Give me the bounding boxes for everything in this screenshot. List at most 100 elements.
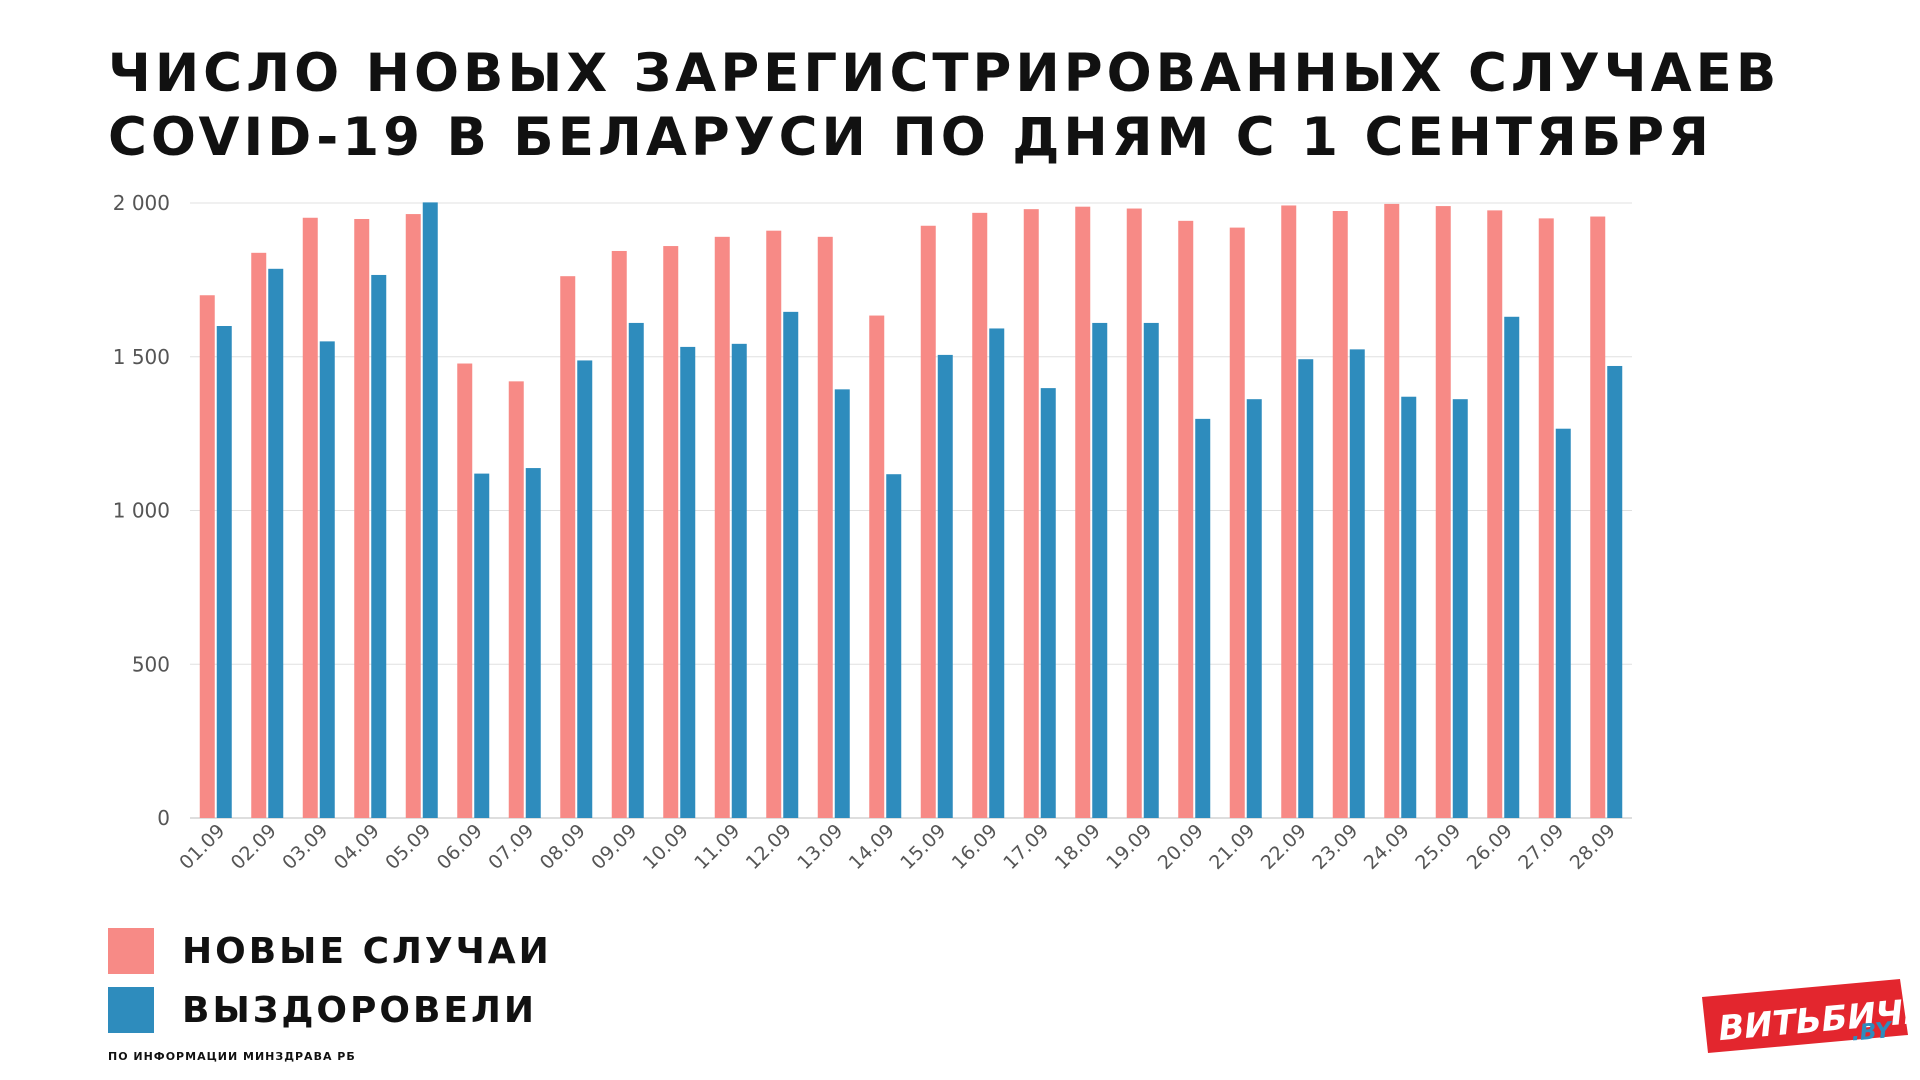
y-axis-tick-labels: 0 500 1 000 1 500 2 000 [113,191,170,830]
x-tick-label-27-09: 27.09 [1514,820,1568,874]
bar-new-cases-06-09 [457,363,473,818]
bar-new-cases-07-09 [508,381,524,818]
bar-recovered-21-09 [1246,399,1262,818]
chart-title-line-2: COVID-19 В БЕЛАРУСИ ПО ДНЯМ С 1 СЕНТЯБРЯ [108,107,1713,168]
bar-new-cases-20-09 [1178,220,1194,818]
x-tick-label-17-09: 17.09 [999,820,1053,874]
logo-background [1702,979,1908,1053]
bar-recovered-11-09 [731,343,747,818]
source-note: ПО ИНФОРМАЦИИ МИНЗДРАВА РБ [108,1050,356,1063]
bar-recovered-20-09 [1195,418,1211,818]
bar-new-cases-27-09 [1538,218,1554,818]
legend-swatch-new-cases [108,928,154,974]
bar-new-cases-01-09 [199,295,215,818]
bar-recovered-25-09 [1452,399,1468,818]
bars [199,202,1623,819]
x-tick-label-07-09: 07.09 [484,820,538,874]
x-tick-label-26-09: 26.09 [1463,820,1517,874]
chart-title-line-1: ЧИСЛО НОВЫХ ЗАРЕГИСТРИРОВАННЫХ СЛУЧАЕВ [108,43,1781,104]
bar-new-cases-15-09 [920,225,936,818]
bar-new-cases-12-09 [766,230,782,819]
y-tick-label-1500: 1 500 [113,345,170,369]
vitbichi-logo[interactable]: ВИТЬБИЧИ .BY [1700,975,1912,1055]
bar-recovered-10-09 [680,346,696,818]
bar-recovered-28-09 [1607,365,1623,818]
bar-recovered-01-09 [216,326,232,818]
bar-new-cases-23-09 [1332,210,1348,818]
bar-new-cases-02-09 [251,252,267,818]
bar-new-cases-16-09 [972,212,988,819]
bar-recovered-05-09 [422,202,438,818]
legend-item-new-cases: НОВЫЕ СЛУЧАИ [108,928,552,974]
bar-recovered-23-09 [1349,349,1365,818]
bar-recovered-16-09 [989,328,1005,818]
legend: НОВЫЕ СЛУЧАИ ВЫЗДОРОВЕЛИ [108,928,552,1046]
x-tick-label-16-09: 16.09 [948,820,1002,874]
bar-recovered-03-09 [319,341,335,818]
legend-item-recovered: ВЫЗДОРОВЕЛИ [108,987,552,1033]
bar-recovered-04-09 [371,274,387,819]
legend-swatch-recovered [108,987,154,1033]
bar-new-cases-03-09 [302,217,318,818]
bar-recovered-22-09 [1298,359,1314,818]
x-tick-label-10-09: 10.09 [639,820,693,874]
bar-recovered-17-09 [1040,388,1056,818]
bar-recovered-18-09 [1092,322,1108,818]
x-tick-label-24-09: 24.09 [1360,820,1414,874]
bar-recovered-24-09 [1401,396,1417,818]
bar-new-cases-18-09 [1075,206,1091,818]
bar-new-cases-08-09 [560,276,576,818]
bar-new-cases-10-09 [663,246,679,819]
x-tick-label-12-09: 12.09 [742,820,796,874]
bar-recovered-12-09 [783,311,799,818]
x-tick-label-15-09: 15.09 [896,820,950,874]
x-tick-label-21-09: 21.09 [1205,820,1259,874]
legend-label-recovered: ВЫЗДОРОВЕЛИ [182,989,538,1031]
x-tick-label-18-09: 18.09 [1051,820,1105,874]
x-tick-label-04-09: 04.09 [330,820,384,874]
x-tick-label-09-09: 09.09 [587,820,641,874]
y-tick-label-1000: 1 000 [113,499,170,523]
bar-new-cases-04-09 [354,218,370,819]
x-tick-label-01-09: 01.09 [175,820,229,874]
x-tick-label-20-09: 20.09 [1154,820,1208,874]
y-tick-label-0: 0 [157,806,170,830]
bar-recovered-26-09 [1504,316,1520,818]
logo-suffix: .BY [1850,1018,1894,1047]
bar-chart: 0 500 1 000 1 500 2 000 01.0902.0903.0904.09… [113,191,1632,874]
bar-new-cases-13-09 [817,236,833,818]
x-tick-label-11-09: 11.09 [690,820,744,874]
x-tick-label-05-09: 05.09 [381,820,435,874]
x-tick-label-02-09: 02.09 [227,820,281,874]
bar-new-cases-19-09 [1126,208,1142,818]
x-tick-label-03-09: 03.09 [278,820,332,874]
bar-recovered-13-09 [834,389,850,818]
legend-label-new-cases: НОВЫЕ СЛУЧАИ [182,930,552,972]
x-tick-label-25-09: 25.09 [1411,820,1465,874]
bar-new-cases-25-09 [1435,206,1451,818]
bar-new-cases-05-09 [405,214,421,818]
x-tick-label-23-09: 23.09 [1308,820,1362,874]
y-tick-label-500: 500 [132,652,170,676]
bar-recovered-14-09 [886,474,902,818]
bar-new-cases-14-09 [869,315,885,818]
x-tick-label-06-09: 06.09 [433,820,487,874]
x-tick-label-19-09: 19.09 [1102,820,1156,874]
bar-recovered-02-09 [268,268,284,818]
x-tick-label-08-09: 08.09 [536,820,590,874]
bar-recovered-09-09 [628,322,644,818]
x-tick-label-13-09: 13.09 [793,820,847,874]
chart-title: ЧИСЛО НОВЫХ ЗАРЕГИСТРИРОВАННЫХ СЛУЧАЕВ C… [108,42,1780,170]
bar-new-cases-21-09 [1229,227,1245,819]
bar-new-cases-28-09 [1590,216,1606,818]
bar-recovered-27-09 [1555,428,1571,818]
bar-recovered-06-09 [474,473,490,818]
bar-new-cases-26-09 [1487,210,1503,818]
bar-recovered-15-09 [937,354,953,818]
bar-new-cases-22-09 [1281,205,1297,818]
bar-new-cases-09-09 [611,250,627,819]
x-axis-tick-labels: 01.0902.0903.0904.0905.0906.0907.0908.09… [175,820,1620,874]
bar-recovered-19-09 [1143,322,1159,818]
x-tick-label-28-09: 28.09 [1566,820,1620,874]
bar-new-cases-11-09 [714,236,730,818]
